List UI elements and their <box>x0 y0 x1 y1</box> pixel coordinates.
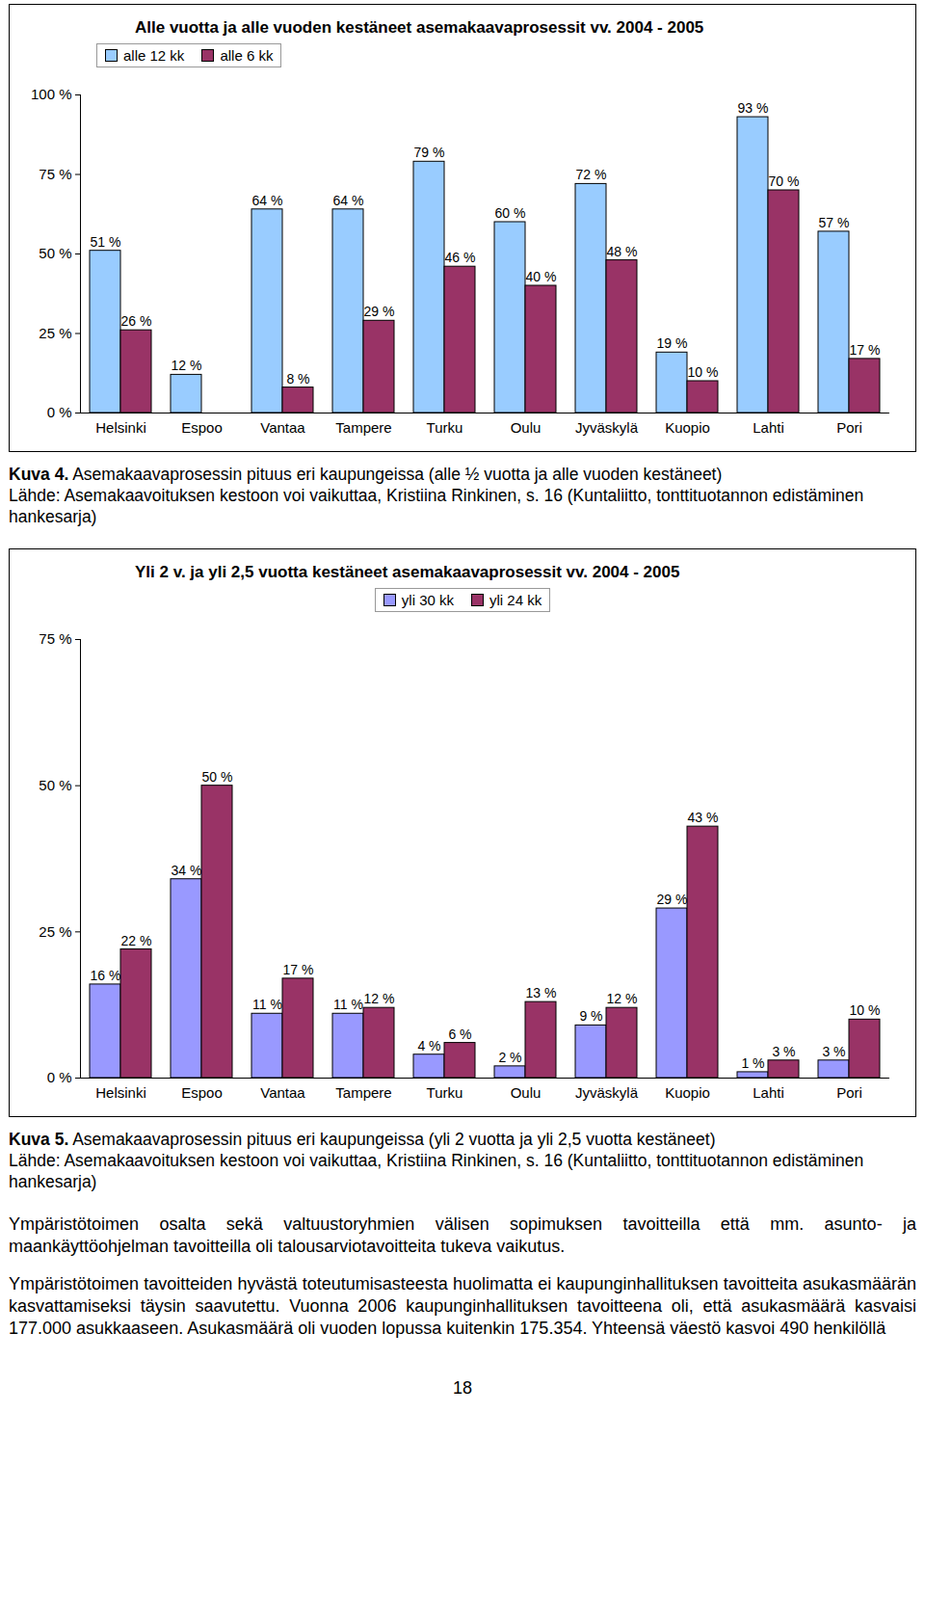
svg-text:4 %: 4 % <box>417 1037 441 1054</box>
html-text:18: 18 <box>452 1377 473 1398</box>
svg-text:22 %: 22 % <box>121 932 153 949</box>
svg-text:Kuopio: Kuopio <box>664 1083 711 1101</box>
svg-text:26 %: 26 % <box>121 313 153 329</box>
html-text:Kuva 4. Asemakaavaprosessin pi: Kuva 4. Asemakaavaprosessin pituus eri k… <box>8 464 722 484</box>
svg-text:48 %: 48 % <box>607 243 638 260</box>
svg-text:Pori: Pori <box>836 1083 863 1101</box>
svg-text:51 %: 51 % <box>90 234 122 250</box>
svg-text:25 %: 25 % <box>38 324 72 342</box>
svg-text:Espoo: Espoo <box>181 1083 223 1101</box>
svg-text:40 %: 40 % <box>526 268 557 285</box>
svg-text:11 %: 11 % <box>252 996 283 1012</box>
svg-text:Turku: Turku <box>426 1083 464 1101</box>
svg-text:12 %: 12 % <box>171 357 203 373</box>
svg-text:17 %: 17 % <box>283 961 315 978</box>
svg-text:34 %: 34 % <box>171 862 203 878</box>
svg-text:0 %: 0 % <box>47 403 73 421</box>
html-text:alle 6 kk: alle 6 kk <box>220 47 274 64</box>
svg-text:11 %: 11 % <box>333 996 364 1012</box>
svg-text:Espoo: Espoo <box>181 419 223 436</box>
svg-text:46 %: 46 % <box>445 249 476 265</box>
svg-text:50 %: 50 % <box>38 244 72 262</box>
html-text:alle 12 kk: alle 12 kk <box>123 47 185 64</box>
svg-text:3 %: 3 % <box>821 1043 846 1059</box>
svg-text:2 %: 2 % <box>498 1049 522 1065</box>
svg-text:Kuopio: Kuopio <box>664 419 711 436</box>
svg-text:13 %: 13 % <box>526 984 557 1001</box>
svg-text:Helsinki: Helsinki <box>95 419 147 436</box>
svg-text:75 %: 75 % <box>38 630 72 647</box>
svg-text:1 %: 1 % <box>740 1055 765 1071</box>
svg-text:64 %: 64 % <box>333 192 365 209</box>
svg-text:Helsinki: Helsinki <box>95 1083 147 1101</box>
svg-text:Jyväskylä: Jyväskylä <box>575 419 639 436</box>
svg-text:Lahti: Lahti <box>752 1083 785 1101</box>
svg-text:60 %: 60 % <box>495 205 527 221</box>
svg-text:64 %: 64 % <box>252 192 284 209</box>
svg-text:Pori: Pori <box>836 419 863 436</box>
html-text:yli 24 kk: yli 24 kk <box>489 591 542 608</box>
html-text:Alle vuotta ja alle vuoden kes: Alle vuotta ja alle vuoden kestäneet ase… <box>134 18 704 37</box>
html-text:Lähde: Asemakaavoituksen kesto: Lähde: Asemakaavoituksen kestoon voi vai… <box>8 1150 864 1191</box>
svg-text:25 %: 25 % <box>38 923 72 940</box>
svg-text:93 %: 93 % <box>738 100 769 116</box>
svg-text:17 %: 17 % <box>849 342 881 358</box>
svg-text:43 %: 43 % <box>687 809 719 825</box>
svg-text:100 %: 100 % <box>30 85 73 103</box>
html-text:Yli 2 v. ja yli 2,5 vuotta kes: Yli 2 v. ja yli 2,5 vuotta kestäneet ase… <box>134 562 680 582</box>
svg-text:6 %: 6 % <box>448 1026 472 1042</box>
svg-text:79 %: 79 % <box>414 144 446 160</box>
svg-text:Lahti: Lahti <box>752 419 785 436</box>
html-text:yli 30 kk: yli 30 kk <box>401 591 454 608</box>
svg-text:Turku: Turku <box>426 419 464 436</box>
svg-text:75 %: 75 % <box>38 165 72 183</box>
svg-text:12 %: 12 % <box>607 990 638 1006</box>
html-text:Lähde: Asemakaavoituksen kesto: Lähde: Asemakaavoituksen kestoon voi vai… <box>8 485 864 527</box>
svg-text:19 %: 19 % <box>657 335 688 351</box>
svg-text:16 %: 16 % <box>90 967 122 983</box>
html-text:Ympäristötoimen tavoitteiden h: Ympäristötoimen tavoitteiden hyvästä tot… <box>8 1273 917 1338</box>
svg-text:29 %: 29 % <box>657 891 688 907</box>
svg-text:10 %: 10 % <box>687 364 719 380</box>
svg-text:72 %: 72 % <box>576 166 608 183</box>
svg-text:8 %: 8 % <box>286 370 310 387</box>
svg-text:50 %: 50 % <box>38 776 72 793</box>
svg-text:Oulu: Oulu <box>510 1083 542 1101</box>
svg-text:0 %: 0 % <box>47 1068 73 1085</box>
svg-text:9 %: 9 % <box>579 1007 603 1024</box>
svg-text:10 %: 10 % <box>849 1002 881 1018</box>
svg-text:Tampere: Tampere <box>335 419 392 436</box>
svg-text:3 %: 3 % <box>771 1043 795 1059</box>
svg-text:29 %: 29 % <box>364 303 396 319</box>
svg-text:Jyväskylä: Jyväskylä <box>575 1083 639 1101</box>
svg-text:Tampere: Tampere <box>335 1083 392 1101</box>
svg-text:Oulu: Oulu <box>510 419 542 436</box>
svg-text:Vantaa: Vantaa <box>260 1083 306 1101</box>
html-text:Ympäristötoimen osalta sekä va: Ympäristötoimen osalta sekä valtuustoryh… <box>8 1214 917 1256</box>
svg-text:70 %: 70 % <box>768 173 800 189</box>
svg-text:Vantaa: Vantaa <box>260 419 306 436</box>
svg-text:12 %: 12 % <box>364 990 396 1006</box>
html-text:Kuva 5. Asemakaavaprosessin pi: Kuva 5. Asemakaavaprosessin pituus eri k… <box>8 1129 716 1149</box>
svg-text:50 %: 50 % <box>202 768 234 785</box>
svg-text:57 %: 57 % <box>819 214 850 231</box>
